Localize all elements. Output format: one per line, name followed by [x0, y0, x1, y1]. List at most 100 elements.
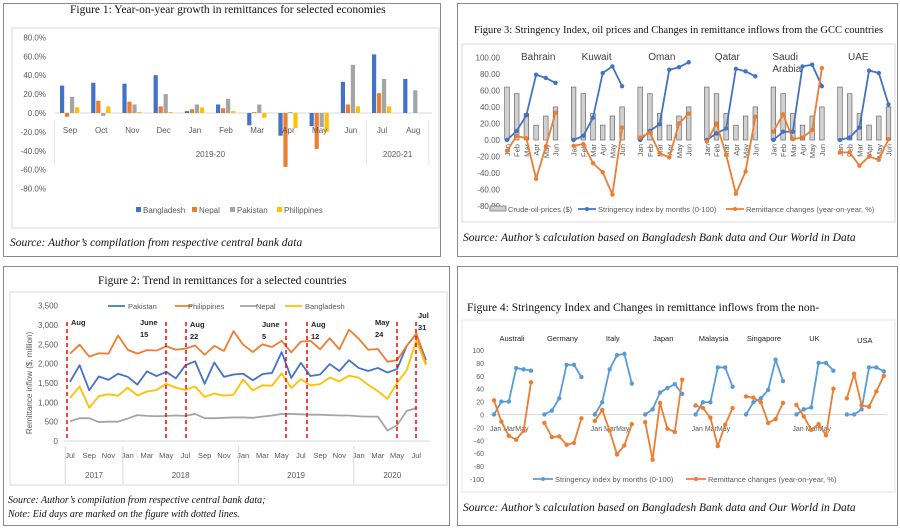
- fig2-eid-label: 31: [418, 323, 426, 332]
- fig3-stringency-point: [543, 75, 548, 81]
- fig1-bar-nepal-apr: [283, 113, 288, 167]
- fig3-remittance-point: [514, 133, 519, 139]
- fig2-x-tick: Sep: [313, 451, 326, 460]
- fig4-stringency-point: [592, 412, 597, 417]
- fig1-y-tick: -40.0%: [21, 147, 46, 156]
- fig2-y-tick: 0: [54, 437, 59, 446]
- fig3-stringency-point: [667, 67, 672, 72]
- figure2-title: Figure 2: Trend in remittances for a sel…: [98, 275, 347, 287]
- fig3-stringency-point: [733, 66, 739, 72]
- fig3-remittance-point: [571, 143, 576, 148]
- fig3-oil-bar-3: [866, 124, 872, 141]
- fig1-bar-nepal-jan: [189, 109, 194, 113]
- fig4-stringency-point: [823, 360, 829, 366]
- fig4-remittance-point: [499, 419, 504, 424]
- fig4-remittance-point: [665, 426, 670, 431]
- fig4-remittance-point: [723, 422, 728, 428]
- fig3-y-tick: 100.00: [476, 53, 501, 62]
- fig1-bar-pakistan-apr: [288, 112, 293, 113]
- fig3-y-tick: 20.00: [480, 119, 501, 128]
- fig4-remittance-point: [564, 442, 569, 448]
- fig4-stringency-point: [708, 400, 713, 405]
- fig1-bar-pakistan-jun: [350, 64, 355, 113]
- fig2-year-label: 2019: [287, 471, 305, 480]
- fig1-bar-bangladesh-jul: [372, 54, 377, 113]
- fig4-stringency-line: [694, 366, 734, 415]
- fig3-oil-bar-1: [713, 93, 720, 141]
- fig4-remittance-point: [521, 428, 526, 433]
- figure3-source: Source: Author’s calculation based on Ba…: [463, 232, 856, 244]
- fig4-stringency-point: [657, 390, 663, 395]
- fig1-y-tick: 40.0%: [23, 71, 46, 80]
- fig3-stringency-point: [504, 137, 510, 143]
- fig4-stringency-point: [680, 391, 685, 397]
- fig1-bar-nepal-oct: [96, 100, 101, 113]
- fig2-x-tick: Mar: [371, 451, 384, 460]
- fig1-x-tick: Jul: [377, 126, 387, 135]
- fig3-country-label: Oman: [648, 52, 675, 63]
- fig3-stringency-point: [876, 70, 881, 76]
- fig3-remittance-point: [857, 163, 862, 168]
- fig4-remittance-point: [766, 420, 771, 426]
- fig4-remittance-point: [657, 400, 663, 406]
- fig1-bar-pakistan-jul: [382, 78, 387, 113]
- fig3-oil-bar-5: [686, 106, 692, 141]
- fig3-stringency-point: [790, 129, 795, 134]
- fig4-country-label: UK: [809, 334, 819, 343]
- fig4-stringency-point: [801, 407, 806, 412]
- fig4-remittance-point: [751, 395, 756, 400]
- fig3-stringency-point: [676, 65, 682, 70]
- fig1-legend-label: Bangladesh: [143, 206, 185, 215]
- fig3-oil-bar-4: [609, 115, 615, 141]
- fig3-x-tick: Apr: [532, 143, 541, 155]
- fig3-y-tick: -20.00: [477, 153, 500, 162]
- fig3-stringency-point: [800, 64, 805, 69]
- fig3-remittance-line: [506, 112, 557, 180]
- fig4-stringency-point: [816, 360, 821, 366]
- fig4-remittance-point: [715, 443, 720, 449]
- fig3-oil-bar-1: [580, 93, 586, 141]
- fig2-eid-label: 12: [311, 332, 319, 341]
- fig3-x-tick: Jan: [769, 144, 778, 156]
- fig4-plot-area: [461, 319, 896, 493]
- fig4-remittance-point: [514, 437, 519, 442]
- fig4-country-label: Italy: [606, 334, 620, 343]
- fig3-remittance-point: [819, 65, 825, 71]
- fig3-x-tick: Jun: [685, 144, 694, 156]
- fig2-x-tick: May: [159, 451, 173, 460]
- fig1-legend-swatch-nepal: [192, 207, 197, 212]
- figure1-title: Figure 1: Year-on-year growth in remitta…: [70, 4, 386, 16]
- fig4-remittance-point: [874, 389, 879, 394]
- fig4-remittance-point: [622, 443, 627, 448]
- fig2-eid-label: 22: [190, 332, 198, 341]
- fig4-y-tick: -100: [470, 477, 484, 484]
- fig2-eid-label: 5: [262, 332, 266, 341]
- fig4-country-label: Singapore: [747, 334, 781, 343]
- fig3-oil-bar-0: [504, 86, 510, 141]
- fig1-bar-philippines-sep: [75, 107, 80, 113]
- fig4-y-tick: -40: [474, 438, 484, 445]
- figure4-title: Figure 4: Stringency Index and Changes i…: [467, 302, 820, 314]
- fig4-stringency-point: [852, 412, 857, 417]
- fig3-stringency-point: [847, 135, 852, 140]
- fig4-stringency-point: [557, 396, 562, 401]
- fig3-remittance-point: [753, 114, 758, 120]
- fig3-remittance-point: [714, 121, 719, 126]
- fig1-bar-nepal-nov: [127, 101, 132, 113]
- fig3-oil-bar-0: [837, 86, 843, 141]
- fig3-x-tick: Jan: [703, 144, 712, 156]
- fig2-x-tick: Sep: [83, 451, 96, 460]
- fig4-stringency-line: [594, 352, 633, 415]
- fig4-legend-marker-remittance: [694, 477, 698, 481]
- fig3-stringency-point: [724, 126, 729, 131]
- fig2-eid-label: May: [375, 318, 390, 327]
- fig3-x-tick: Mar: [722, 144, 731, 157]
- fig3-remittance-point: [657, 151, 662, 156]
- figure2-source: Source: Author’s compilation from respec…: [8, 495, 266, 506]
- fig3-remittance-point: [743, 169, 748, 174]
- fig4-remittance-point: [758, 400, 763, 405]
- fig3-stringency-point: [553, 80, 558, 86]
- fig1-y-tick: 20.0%: [23, 90, 46, 99]
- fig3-x-tick: Mar: [522, 144, 531, 157]
- fig4-stringency-point: [622, 351, 627, 357]
